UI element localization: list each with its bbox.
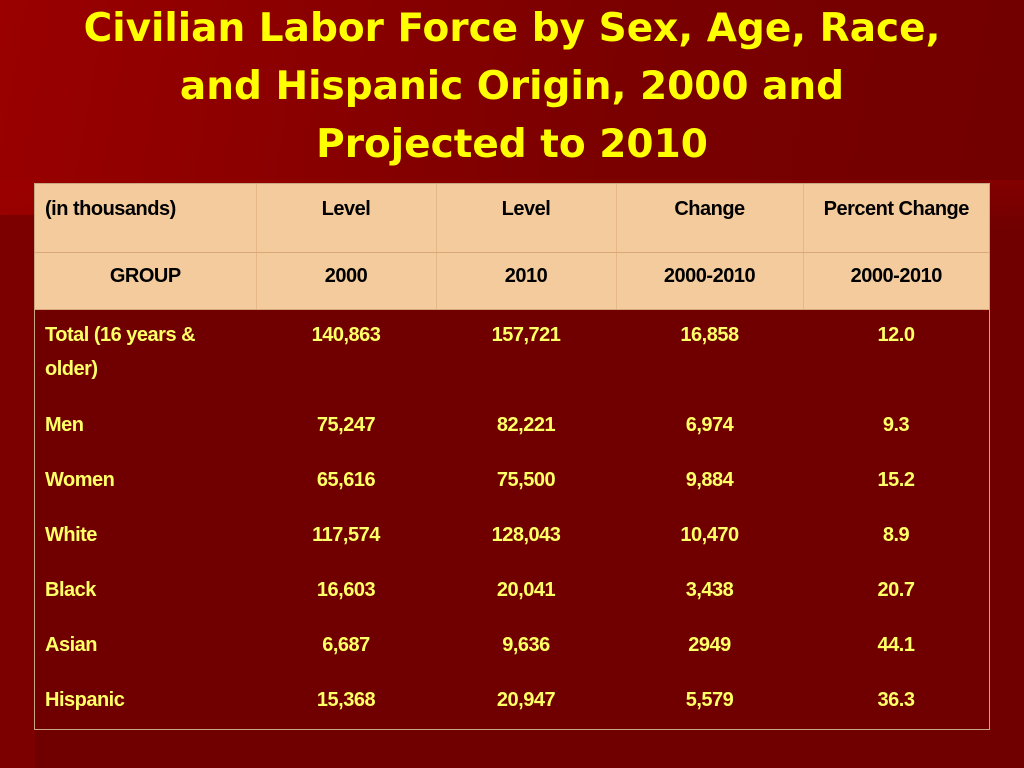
level-2000-value: 117,574 bbox=[312, 524, 380, 546]
level-2010-value: 82,221 bbox=[496, 414, 556, 436]
row-label: Total (16 years & older) bbox=[45, 323, 196, 380]
row-label: White bbox=[45, 524, 97, 546]
title-line: and Hispanic Origin, 2000 and bbox=[179, 64, 845, 109]
percent-change-value: 20.7 bbox=[877, 579, 915, 601]
percent-change-value: 44.1 bbox=[877, 634, 915, 656]
header-cell-level-2000: Level bbox=[256, 184, 437, 253]
change-value: 2949 bbox=[688, 634, 731, 656]
header-cell-level-2010: Level bbox=[436, 184, 617, 253]
level-2010-value: 128,043 bbox=[491, 524, 561, 546]
percent-change-value: 15.2 bbox=[877, 469, 915, 491]
header-cell-change: Change bbox=[616, 184, 804, 253]
table-row: Black 16,603 20,041 3,438 20.7 bbox=[35, 562, 989, 617]
percent-change-value: 8.9 bbox=[882, 524, 910, 546]
change-value: 16,858 bbox=[680, 323, 739, 346]
table-row: Men 75,247 82,221 6,974 9.3 bbox=[35, 397, 989, 452]
table-row: Hispanic 15,368 20,947 5,579 36.3 bbox=[35, 672, 989, 732]
change-value: 9,884 bbox=[685, 469, 734, 491]
background-left-strip bbox=[0, 215, 35, 768]
header-cell-year-2010: 2010 bbox=[436, 252, 617, 310]
header-row-years: GROUP 2000 2010 2000-2010 2000-2010 bbox=[35, 252, 989, 310]
table-row: Asian 6,687 9,636 2949 44.1 bbox=[35, 617, 989, 672]
percent-change-value: 9.3 bbox=[882, 414, 910, 436]
change-value: 6,974 bbox=[685, 414, 734, 436]
percent-change-value: 12.0 bbox=[877, 323, 915, 346]
title-line: Civilian Labor Force by Sex, Age, Race, bbox=[83, 6, 941, 51]
background-gradient bbox=[0, 0, 1024, 215]
row-label: Hispanic bbox=[45, 689, 125, 711]
level-2000-value: 140,863 bbox=[311, 323, 381, 346]
header-row-units: (in thousands) Level Level Change Percen… bbox=[35, 184, 989, 253]
percent-change-value: 36.3 bbox=[877, 689, 915, 711]
change-value: 3,438 bbox=[685, 579, 734, 601]
level-2000-value: 65,616 bbox=[316, 469, 376, 491]
row-label: Asian bbox=[45, 634, 97, 656]
labor-force-table: (in thousands) Level Level Change Percen… bbox=[34, 183, 990, 730]
row-label: Black bbox=[45, 579, 96, 601]
header-cell-group: GROUP bbox=[35, 252, 257, 310]
change-value: 10,470 bbox=[680, 524, 739, 546]
table-row: White 117,574 128,043 10,470 8.9 bbox=[35, 507, 989, 562]
header-cell-range-percent: 2000-2010 bbox=[803, 252, 989, 310]
header-cell-percent-change: Percent Change bbox=[803, 184, 989, 253]
level-2010-value: 20,041 bbox=[496, 579, 556, 601]
level-2000-value: 6,687 bbox=[322, 634, 370, 656]
level-2010-value: 9,636 bbox=[502, 634, 550, 656]
title-line: Projected to 2010 bbox=[316, 122, 708, 167]
header-cell-year-2000: 2000 bbox=[256, 252, 437, 310]
level-2000-value: 75,247 bbox=[316, 414, 376, 436]
level-2010-value: 20,947 bbox=[496, 689, 556, 711]
row-label: Women bbox=[45, 469, 115, 491]
table-row: Total (16 years & older) 140,863 157,721… bbox=[35, 309, 989, 397]
level-2010-value: 157,721 bbox=[491, 323, 561, 346]
row-label: Men bbox=[45, 414, 84, 436]
change-value: 5,579 bbox=[685, 689, 734, 711]
data-table: (in thousands) Level Level Change Percen… bbox=[35, 184, 989, 732]
level-2010-value: 75,500 bbox=[496, 469, 556, 491]
table-row: Women 65,616 75,500 9,884 15.2 bbox=[35, 452, 989, 507]
level-2000-value: 16,603 bbox=[316, 579, 376, 601]
slide-title: Civilian Labor Force by Sex, Age, Race, … bbox=[0, 0, 1024, 174]
level-2000-value: 15,368 bbox=[316, 689, 376, 711]
header-cell-range-change: 2000-2010 bbox=[616, 252, 804, 310]
header-cell-units: (in thousands) bbox=[35, 184, 257, 253]
